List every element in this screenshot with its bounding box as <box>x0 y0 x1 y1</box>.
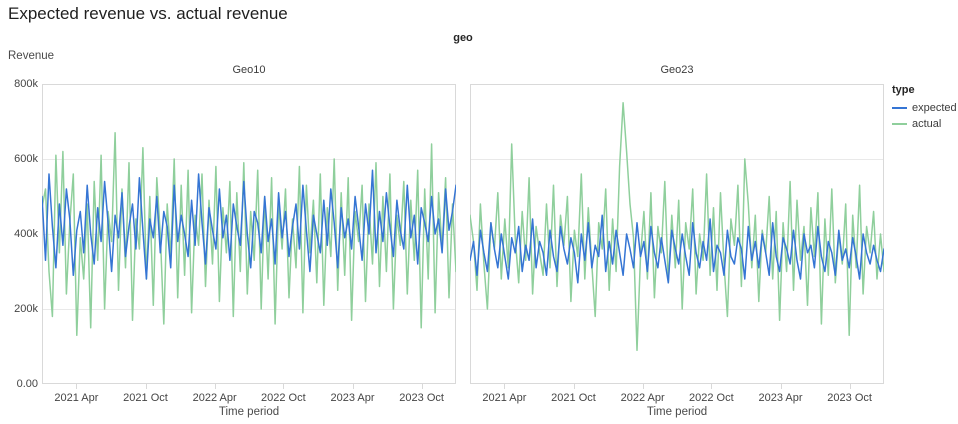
x-tick-label: 2022 Oct <box>261 392 306 404</box>
x-tick-label: 2023 Apr <box>330 392 375 404</box>
x-tick-label: 2023 Oct <box>827 392 872 404</box>
x-tick-label: 2022 Apr <box>192 392 237 404</box>
x-tick-label: 2021 Oct <box>123 392 168 404</box>
x-axis-title: Time period <box>218 406 280 418</box>
expected-line-swatch-icon <box>892 107 907 109</box>
y-axis-tick-labels: 0.00 200k 400k 600k 800k <box>0 0 38 424</box>
x-tick-label: 2022 Apr <box>620 392 665 404</box>
x-axis-title: Time period <box>646 406 708 418</box>
legend-label: actual <box>912 118 942 130</box>
y-tick-label: 200k <box>14 303 38 315</box>
facet-label: Geo23 <box>660 64 694 76</box>
line-plot <box>470 84 884 389</box>
x-tick-label: 2021 Apr <box>482 392 527 404</box>
legend-title: type <box>892 84 915 96</box>
x-tick-label: 2021 Oct <box>551 392 596 404</box>
y-axis-title: Revenue <box>8 50 55 62</box>
x-tick-label: 2023 Apr <box>758 392 803 404</box>
facet-panel-geo23: Geo23 2021 Apr 2021 Oct 2022 Apr 2022 Oct 20… <box>470 64 884 424</box>
x-tick-label: 2023 Oct <box>399 392 444 404</box>
y-tick-label: 800k <box>14 78 38 90</box>
legend-entry-expected: expected <box>892 102 957 114</box>
legend: type expected actual <box>892 84 957 130</box>
legend-label: expected <box>912 102 957 114</box>
x-axis-tick-labels: 2021 Apr 2021 Oct 2022 Apr 2022 Oct 2023 Apr… <box>42 392 456 406</box>
x-tick-label: 2021 Apr <box>54 392 99 404</box>
facet-header: geo <box>453 32 473 44</box>
facet-panel-geo10: Geo10 2021 Apr 2021 Oct 2022 Apr 2022 Oct 20… <box>42 64 456 424</box>
y-tick-label: 0.00 <box>16 378 38 390</box>
y-tick-label: 400k <box>14 228 38 240</box>
facet-label: Geo10 <box>232 64 266 76</box>
x-tick-label: 2022 Oct <box>689 392 734 404</box>
x-axis-tick-labels: 2021 Apr 2021 Oct 2022 Apr 2022 Oct 2023 Apr… <box>470 392 884 406</box>
legend-entry-actual: actual <box>892 118 956 130</box>
y-tick-label: 600k <box>14 153 38 165</box>
actual-line-swatch-icon <box>892 123 907 125</box>
line-plot <box>42 84 456 389</box>
page-title: Expected revenue vs. actual revenue <box>8 4 288 23</box>
